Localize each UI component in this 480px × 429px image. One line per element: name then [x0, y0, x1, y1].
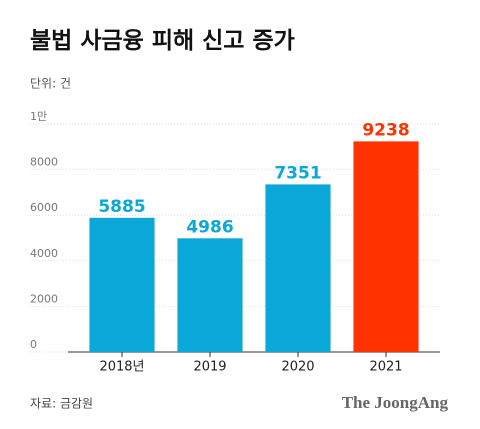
bar: [177, 238, 243, 352]
value-label: 5885: [98, 197, 145, 217]
x-tick-label: 2019: [193, 360, 226, 375]
y-tick-label: 0: [30, 338, 37, 351]
source: 자료: 금감원: [30, 397, 93, 411]
chart-title: 불법 사금융 피해 신고 증가: [30, 28, 295, 54]
y-tick-label: 6000: [30, 201, 58, 214]
value-label: 9238: [362, 120, 409, 140]
y-tick-label: 8000: [30, 156, 58, 169]
bar: [265, 184, 331, 352]
y-tick-label: 2000: [30, 292, 58, 305]
value-label: 7351: [274, 163, 321, 183]
bar: [89, 217, 155, 352]
y-tick-label: 1만: [30, 110, 47, 123]
bar: [353, 141, 419, 352]
x-tick-label: 2021: [369, 360, 402, 375]
brand-logo: The JoongAng: [342, 393, 449, 412]
y-tick-label: 4000: [30, 247, 58, 260]
x-tick-label: 2018년: [99, 360, 144, 375]
value-label: 4986: [186, 217, 233, 237]
x-tick-label: 2020: [281, 360, 314, 375]
unit-label: 단위: 건: [30, 77, 71, 91]
